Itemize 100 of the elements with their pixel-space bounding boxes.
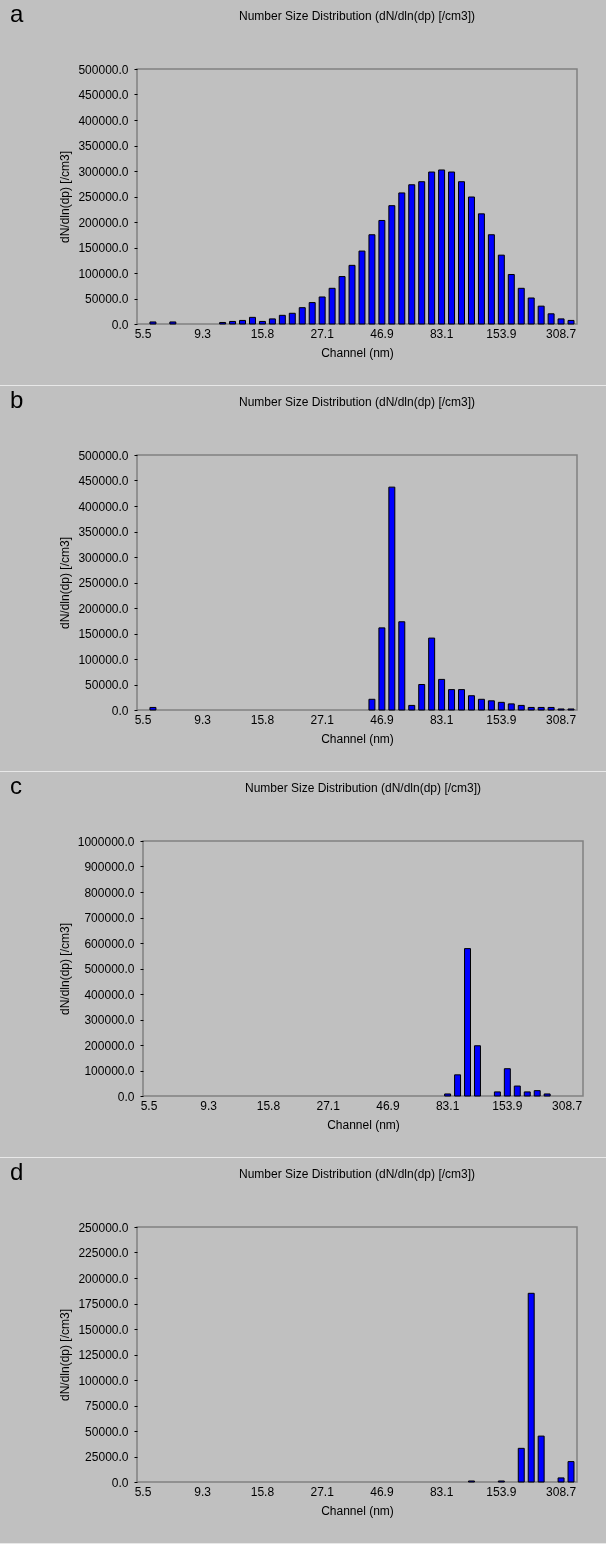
bar bbox=[547, 313, 555, 325]
x-tick-label: 5.5 bbox=[140, 1098, 158, 1113]
bar bbox=[418, 684, 426, 711]
bar bbox=[398, 621, 406, 711]
bar bbox=[507, 703, 515, 711]
bar bbox=[507, 274, 515, 325]
y-tick-label: 250000.0 bbox=[78, 576, 129, 590]
y-tick-label: 0.0 bbox=[111, 703, 129, 718]
bar bbox=[288, 312, 296, 325]
bar bbox=[537, 305, 545, 325]
y-axis-title: dN/dln(dp) [/cm3] bbox=[58, 150, 73, 244]
x-tick-label: 27.1 bbox=[310, 1484, 335, 1499]
y-tick-label: 50000.0 bbox=[85, 292, 129, 306]
bar bbox=[527, 706, 535, 711]
y-tick-label: 175000.0 bbox=[78, 1297, 129, 1311]
bar bbox=[523, 1091, 531, 1097]
bar bbox=[149, 706, 157, 711]
y-tick-label: 200000.0 bbox=[84, 1038, 135, 1053]
bar bbox=[444, 1093, 452, 1097]
y-tick-label: 100000.0 bbox=[78, 652, 129, 667]
x-tick-label: 9.3 bbox=[194, 326, 212, 341]
bar bbox=[464, 948, 472, 1097]
bar bbox=[487, 700, 495, 711]
bar bbox=[527, 1292, 535, 1483]
y-tick-label: 100000.0 bbox=[78, 1373, 129, 1388]
bar bbox=[428, 637, 436, 711]
bar bbox=[467, 695, 475, 711]
y-tick-label: 450000.0 bbox=[78, 474, 129, 488]
chart-title: Number Size Distribution (dN/dln(dp) [/cm3]) bbox=[244, 781, 482, 795]
bar bbox=[543, 1093, 551, 1097]
x-tick-label: 83.1 bbox=[429, 1484, 454, 1499]
text: c bbox=[10, 772, 22, 800]
y-tick-label: 700000.0 bbox=[84, 911, 135, 925]
y-tick-label: 300000.0 bbox=[84, 1013, 135, 1027]
text: a bbox=[10, 0, 24, 28]
bar bbox=[149, 321, 157, 325]
bar bbox=[438, 169, 446, 325]
y-axis-title: dN/dln(dp) [/cm3] bbox=[57, 922, 72, 1016]
bar bbox=[428, 171, 436, 325]
bar bbox=[517, 1447, 525, 1483]
bar bbox=[537, 1435, 545, 1483]
y-tick-label: 400000.0 bbox=[78, 113, 129, 128]
bar bbox=[557, 318, 565, 325]
y-tick-label: 50000.0 bbox=[85, 1424, 129, 1439]
bar bbox=[448, 171, 456, 325]
bar bbox=[557, 1477, 565, 1483]
x-tick-label: 27.1 bbox=[316, 1098, 341, 1113]
bar bbox=[398, 192, 406, 325]
x-tick-label: 83.1 bbox=[435, 1098, 460, 1113]
bar bbox=[497, 254, 505, 325]
bar bbox=[368, 698, 376, 711]
y-tick-label: 500000.0 bbox=[84, 962, 135, 976]
x-tick-label: 9.3 bbox=[200, 1098, 218, 1113]
y-tick-label: 150000.0 bbox=[78, 241, 129, 255]
bar bbox=[527, 297, 535, 325]
bar bbox=[348, 264, 356, 325]
y-tick-label: 400000.0 bbox=[84, 987, 135, 1002]
bar bbox=[298, 307, 306, 325]
y-tick-label: 600000.0 bbox=[84, 936, 135, 951]
y-tick-label: 450000.0 bbox=[78, 88, 129, 102]
y-tick-label: 0.0 bbox=[117, 1089, 135, 1104]
y-tick-label: 100000.0 bbox=[78, 266, 129, 281]
bar bbox=[378, 219, 386, 325]
bar bbox=[497, 701, 505, 711]
bar bbox=[378, 627, 386, 711]
y-tick-label: 1000000.0 bbox=[77, 834, 135, 849]
x-tick-label: 153.9 bbox=[486, 326, 517, 341]
y-tick-label: 225000.0 bbox=[78, 1246, 129, 1260]
chart-title: Number Size Distribution (dN/dln(dp) [/cm3]) bbox=[238, 1167, 476, 1181]
bar bbox=[454, 1074, 462, 1097]
y-tick-label: 300000.0 bbox=[78, 164, 129, 179]
bar bbox=[513, 1085, 521, 1097]
x-tick-label: 308.7 bbox=[552, 1098, 583, 1113]
y-tick-label: 0.0 bbox=[111, 1475, 129, 1490]
x-tick-label: 27.1 bbox=[310, 712, 335, 727]
text: d bbox=[10, 1158, 24, 1186]
bar bbox=[567, 1461, 575, 1483]
y-tick-label: 350000.0 bbox=[78, 139, 129, 153]
x-tick-label: 15.8 bbox=[250, 1484, 275, 1499]
y-tick-label: 0.0 bbox=[111, 317, 129, 332]
x-axis-title: Channel (nm) bbox=[321, 731, 394, 746]
bar bbox=[487, 234, 495, 325]
x-tick-label: 153.9 bbox=[486, 1484, 517, 1499]
x-tick-label: 5.5 bbox=[134, 326, 152, 341]
bar bbox=[229, 320, 237, 325]
bar bbox=[239, 319, 247, 325]
y-tick-label: 100000.0 bbox=[84, 1064, 135, 1078]
x-tick-label: 308.7 bbox=[546, 326, 577, 341]
y-tick-label: 200000.0 bbox=[78, 601, 129, 616]
bar bbox=[467, 196, 475, 325]
bar bbox=[458, 689, 466, 711]
x-tick-label: 153.9 bbox=[486, 712, 517, 727]
bar bbox=[368, 234, 376, 325]
chart-title: Number Size Distribution (dN/dln(dp) [/cm3]) bbox=[238, 9, 476, 23]
bar bbox=[278, 314, 286, 325]
y-tick-label: 25000.0 bbox=[85, 1450, 129, 1464]
y-axis-title: dN/dln(dp) [/cm3] bbox=[58, 536, 73, 630]
y-tick-label: 125000.0 bbox=[78, 1348, 129, 1362]
bar bbox=[169, 321, 177, 325]
x-tick-label: 83.1 bbox=[429, 712, 454, 727]
